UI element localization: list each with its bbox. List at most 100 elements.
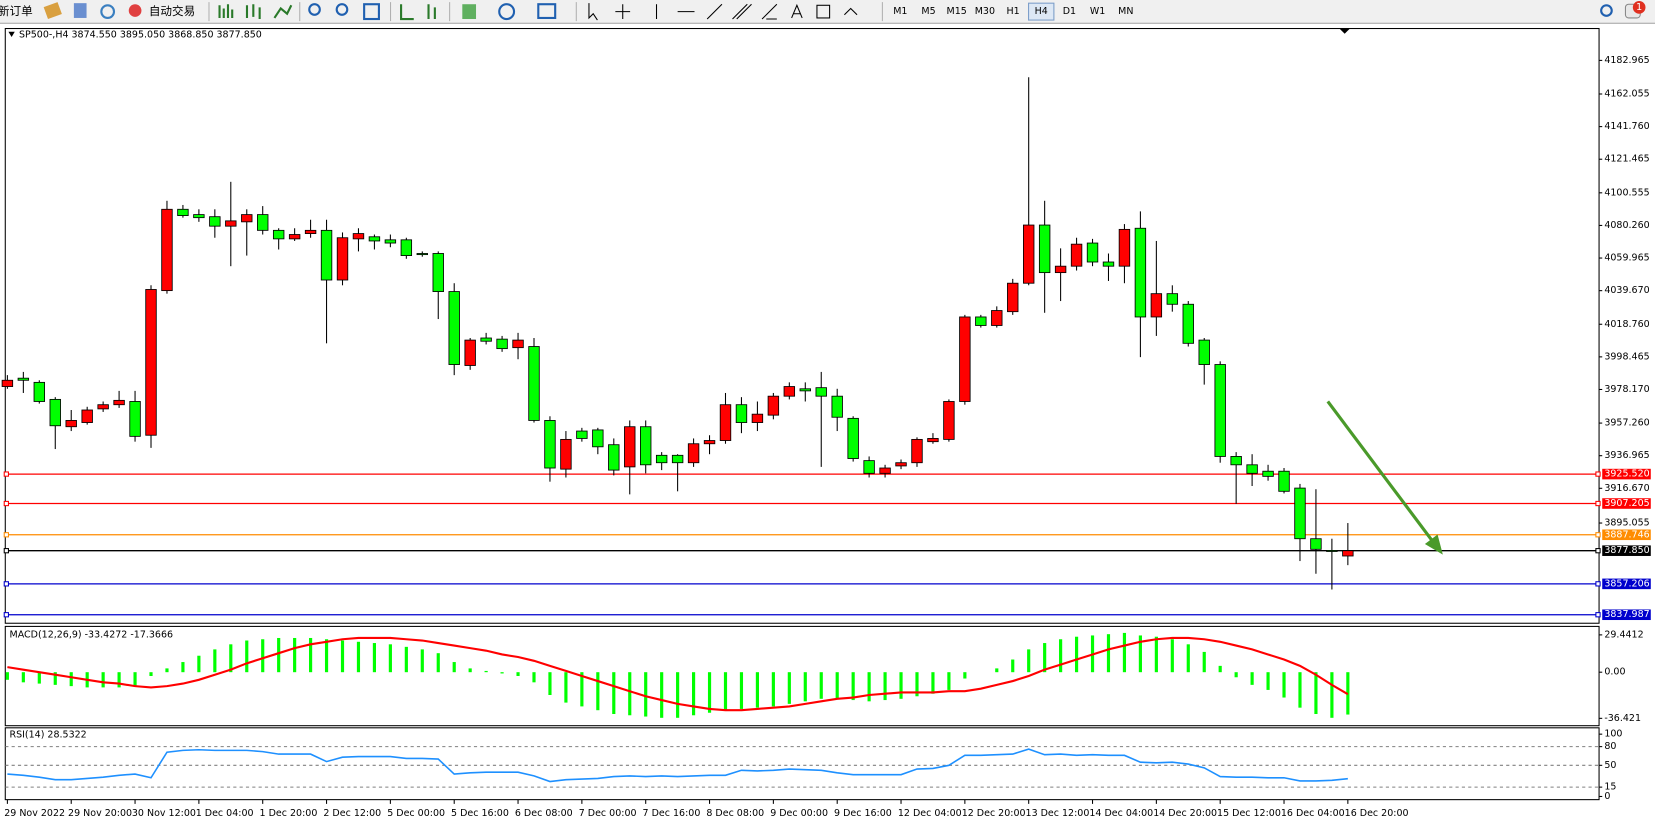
y-tick-label: 3895.055 <box>1604 518 1649 529</box>
bar-chart-icon[interactable] <box>218 4 234 18</box>
candle-down <box>735 404 748 423</box>
candle-down <box>863 460 875 474</box>
label-icon[interactable] <box>816 4 831 19</box>
macd-bar <box>165 668 169 673</box>
macd-bar <box>452 662 456 673</box>
line-icon[interactable] <box>273 4 293 19</box>
macd-bar <box>356 641 361 673</box>
candle-down <box>1214 364 1226 457</box>
macd-bar <box>1266 672 1270 690</box>
fibo-icon[interactable] <box>761 3 778 20</box>
candle-up <box>225 220 237 227</box>
y-tick-label: 4059.965 <box>1604 253 1649 264</box>
candle-icon[interactable] <box>245 4 261 20</box>
y-tick-label: 100 <box>1604 729 1622 740</box>
badge-count: 1 <box>1636 2 1642 13</box>
indicators-icon[interactable] <box>462 4 477 20</box>
x-tick-label: 16 Dec 04:00 <box>1281 808 1345 819</box>
timeframe-button[interactable]: D1 <box>1063 6 1076 17</box>
x-tick-label: 5 Dec 00:00 <box>387 808 445 819</box>
candle-down <box>975 316 987 326</box>
candle-up <box>1022 224 1035 284</box>
auto-trading-icon[interactable] <box>128 4 142 17</box>
candle-down <box>528 346 540 421</box>
x-tick-label: 1 Dec 20:00 <box>260 808 318 819</box>
zoom-in-icon[interactable] <box>308 3 321 16</box>
timeframe-active <box>1028 2 1055 21</box>
candle-down <box>1086 242 1099 263</box>
channel-icon[interactable] <box>732 3 752 20</box>
level-handle <box>1595 532 1601 538</box>
templates-icon[interactable] <box>537 3 557 20</box>
timeframe-button[interactable]: M5 <box>921 6 935 17</box>
candle-down <box>129 401 141 437</box>
candle-down <box>1198 339 1210 365</box>
level-handle <box>1595 500 1601 507</box>
shift-icon[interactable] <box>427 4 436 20</box>
trendline-icon[interactable] <box>706 3 723 20</box>
candle-up <box>687 443 700 464</box>
candle-up <box>895 462 907 467</box>
candle-up <box>959 316 971 402</box>
macd-bar <box>995 668 999 673</box>
candle-up <box>352 233 365 240</box>
macd-bar <box>915 672 919 697</box>
candle-down <box>432 253 444 292</box>
y-tick-label: 29.4412 <box>1604 629 1643 640</box>
macd-title: MACD(12,26,9) -33.4272 -17.3666 <box>9 629 173 640</box>
macd-bar <box>229 644 233 673</box>
macd-bar <box>117 672 121 688</box>
macd-bar <box>899 672 903 699</box>
text-icon[interactable] <box>791 3 803 19</box>
shift-marker <box>1339 28 1350 34</box>
timeframe-button[interactable]: M15 <box>947 6 967 17</box>
zoom-out-icon[interactable] <box>335 3 349 16</box>
macd-bar <box>516 672 520 676</box>
candle-down <box>177 208 189 216</box>
timeframe-button[interactable]: M30 <box>975 6 995 17</box>
auto-trading-button[interactable]: 自动交易 <box>149 4 195 18</box>
candle-up <box>512 339 524 349</box>
timeframe-button[interactable]: W1 <box>1090 6 1105 17</box>
icon[interactable] <box>100 4 116 20</box>
x-tick-label: 29 Nov 20:00 <box>68 808 132 819</box>
candle-up <box>97 404 109 410</box>
macd-bar <box>53 672 57 685</box>
timeframe-button[interactable]: M1 <box>893 6 907 17</box>
candle-up <box>304 229 317 234</box>
icon[interactable] <box>43 2 62 20</box>
periods-icon[interactable] <box>498 3 516 21</box>
timeframe-button[interactable]: MN <box>1118 6 1133 17</box>
candle-down <box>1230 456 1242 466</box>
candle-up <box>703 440 716 445</box>
x-tick-label: 15 Dec 12:00 <box>1217 808 1281 819</box>
candle-down <box>655 454 668 464</box>
macd-bar <box>261 639 265 673</box>
arrows-icon[interactable] <box>844 7 858 16</box>
macd-bar <box>612 672 616 715</box>
cursor-icon[interactable] <box>588 3 598 21</box>
crosshair-icon[interactable] <box>615 4 631 20</box>
timeframe-button[interactable]: H1 <box>1006 6 1019 17</box>
search-icon[interactable] <box>1600 4 1613 17</box>
macd-bar <box>803 672 807 702</box>
timeframe-button[interactable]: H4 <box>1035 6 1048 17</box>
macd-bar <box>245 640 249 673</box>
notification-badge <box>1632 1 1646 14</box>
macd-bar <box>1106 634 1111 673</box>
icon[interactable] <box>73 3 87 18</box>
new-order-button[interactable]: 新订单 <box>0 4 33 18</box>
macd-bar <box>723 672 728 711</box>
candle-down <box>1182 303 1194 344</box>
macd-bar <box>1234 672 1238 678</box>
annotation-arrow <box>1326 400 1437 547</box>
candle-down <box>592 429 604 448</box>
y-tick-label: 4182.965 <box>1604 55 1649 66</box>
autoscroll-icon[interactable] <box>400 4 414 21</box>
macd-bar <box>1074 636 1079 673</box>
level-label-bg <box>1602 529 1651 541</box>
tile-icon[interactable] <box>363 3 380 21</box>
rsi-title: RSI(14) 28.5322 <box>9 730 86 741</box>
